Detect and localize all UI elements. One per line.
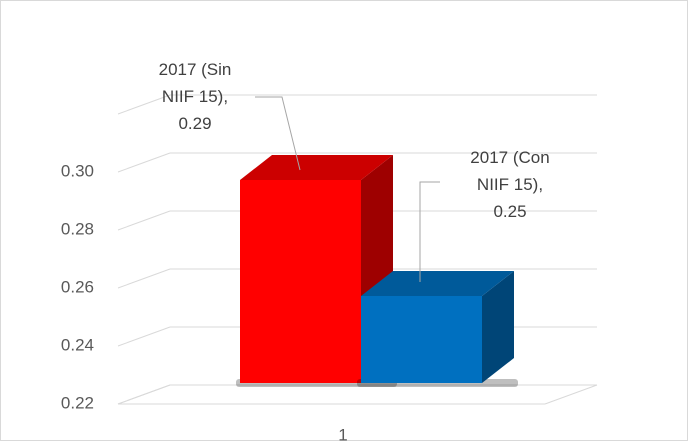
x-tick-label: 1 (338, 425, 347, 441)
floor-side (544, 384, 598, 405)
leader-line (419, 181, 440, 282)
data-label-name: 2017 (Sin NIIF 15) (150, 56, 240, 110)
y-tick-label: 0.30 (61, 161, 94, 180)
leader-line (255, 96, 301, 171)
bar-side (482, 271, 514, 383)
grid-line (117, 152, 171, 173)
y-tick-label: 0.28 (61, 219, 94, 238)
bar (361, 296, 482, 383)
data-label-name: 2017 (Con NIIF 15) (465, 144, 555, 198)
data-label: 2017 (Sin NIIF 15) 0.29 (135, 56, 255, 137)
bar (240, 180, 361, 383)
grid-line (117, 268, 171, 289)
data-label: 2017 (Con NIIF 15) 0.25 (450, 144, 570, 225)
y-tick-label: 0.22 (61, 393, 94, 412)
grid-line (117, 326, 171, 347)
data-label-value: 0.29 (178, 114, 212, 133)
data-label-value: 0.25 (493, 202, 527, 221)
y-tick-label: 0.24 (61, 335, 94, 354)
grid-line (117, 384, 171, 405)
bar-top (361, 271, 514, 296)
y-tick-label: 0.26 (61, 277, 94, 296)
bar-top (240, 155, 393, 180)
grid-line (117, 210, 171, 231)
